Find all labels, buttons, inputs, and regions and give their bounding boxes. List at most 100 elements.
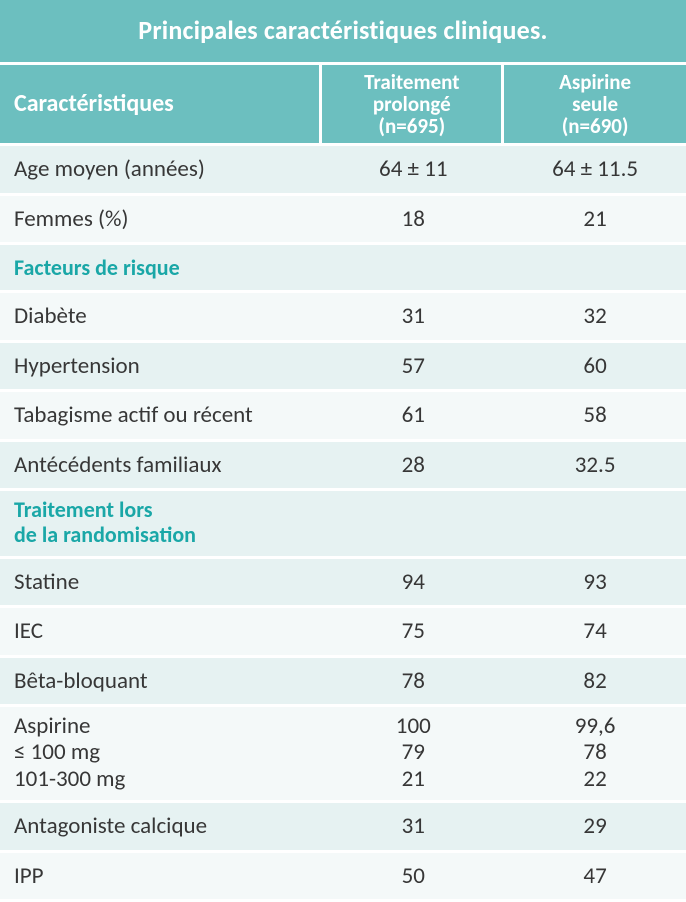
row-label: IPP xyxy=(0,853,322,899)
table-row: Antagoniste calcique 31 29 xyxy=(0,803,686,849)
row-value-col1: 94 xyxy=(322,559,504,605)
header-col1-line3: (n=695) xyxy=(330,115,493,137)
row-label-line: Femmes (%) xyxy=(14,206,308,232)
row-value-col2-line: 47 xyxy=(518,863,672,889)
row-value-col2-line: 93 xyxy=(518,569,672,595)
row-label-line: 101-300 mg xyxy=(14,766,308,792)
table-row: Facteurs de risque xyxy=(0,245,686,290)
row-value-col1: 78 xyxy=(322,658,504,704)
row-label-line: ≤ 100 mg xyxy=(14,739,308,765)
row-value-col1-line: 75 xyxy=(336,618,490,644)
table-row: Age moyen (années) 64 ± 11 64 ± 11.5 xyxy=(0,146,686,192)
clinical-characteristics-table: Caractéristiques Traitement prolongé (n=… xyxy=(0,62,686,902)
row-label: Statine xyxy=(0,559,322,605)
row-value-col2: 93 xyxy=(504,559,686,605)
table-row: Femmes (%) 18 21 xyxy=(0,196,686,242)
section-heading-line: de la randomisation xyxy=(14,522,672,547)
row-value-col1-line: 31 xyxy=(336,303,490,329)
row-value-col1-line: 61 xyxy=(336,402,490,428)
row-value-col1-line: 31 xyxy=(336,813,490,839)
row-label: Hypertension xyxy=(0,343,322,389)
header-col2-line1: Aspirine xyxy=(512,71,678,93)
row-value-col1: 18 xyxy=(322,196,504,242)
row-value-col1-line: 18 xyxy=(336,206,490,232)
table-row: Aspirine≤ 100 mg101-300 mg100792199,6782… xyxy=(0,707,686,800)
row-label-line: IEC xyxy=(14,618,308,644)
row-value-col1-line: 100 xyxy=(336,713,490,739)
table-container: Principales caractéristiques cliniques. … xyxy=(0,0,686,902)
row-value-col1: 28 xyxy=(322,442,504,488)
header-col1-line2: prolongé xyxy=(330,93,493,115)
section-heading: Facteurs de risque xyxy=(0,245,686,290)
row-value-col2: 29 xyxy=(504,803,686,849)
table-row: Bêta-bloquant 78 82 xyxy=(0,658,686,704)
row-value-col1: 75 xyxy=(322,608,504,654)
table-row: Diabète 31 32 xyxy=(0,293,686,339)
row-value-col1: 64 ± 11 xyxy=(322,146,504,192)
header-col1-line1: Traitement xyxy=(330,71,493,93)
row-value-col2-line: 64 ± 11.5 xyxy=(518,156,672,182)
row-label: Bêta-bloquant xyxy=(0,658,322,704)
row-label: Age moyen (années) xyxy=(0,146,322,192)
section-heading-line: Facteurs de risque xyxy=(14,255,672,280)
row-value-col2-line: 58 xyxy=(518,402,672,428)
row-value-col2: 60 xyxy=(504,343,686,389)
row-value-col2: 82 xyxy=(504,658,686,704)
row-value-col2-line: 82 xyxy=(518,668,672,694)
table-row: Traitement lorsde la randomisation xyxy=(0,491,686,556)
row-value-col2-line: 78 xyxy=(518,739,672,765)
row-value-col2: 58 xyxy=(504,392,686,438)
section-heading-line: Traitement lors xyxy=(14,497,672,522)
table-row: IPP 50 47 xyxy=(0,853,686,899)
row-label-line: Tabagisme actif ou récent xyxy=(14,402,308,428)
row-value-col2: 21 xyxy=(504,196,686,242)
row-value-col2-line: 32 xyxy=(518,303,672,329)
section-heading: Traitement lorsde la randomisation xyxy=(0,491,686,556)
row-label-line: Hypertension xyxy=(14,353,308,379)
row-label: Diabète xyxy=(0,293,322,339)
row-value-col2: 99,67822 xyxy=(504,707,686,800)
table-row: IEC 75 74 xyxy=(0,608,686,654)
header-col2-line2: seule xyxy=(512,93,678,115)
row-value-col1: 57 xyxy=(322,343,504,389)
table-row: Statine 94 93 xyxy=(0,559,686,605)
row-label-line: Antagoniste calcique xyxy=(14,813,308,839)
table-title: Principales caractéristiques cliniques. xyxy=(0,0,686,62)
row-value-col2-line: 74 xyxy=(518,618,672,644)
row-value-col1-line: 78 xyxy=(336,668,490,694)
header-col2: Aspirine seule (n=690) xyxy=(504,65,686,143)
row-label-line: Statine xyxy=(14,569,308,595)
row-value-col1: 1007921 xyxy=(322,707,504,800)
table-header: Caractéristiques Traitement prolongé (n=… xyxy=(0,65,686,143)
row-value-col1-line: 94 xyxy=(336,569,490,595)
row-value-col1-line: 57 xyxy=(336,353,490,379)
row-value-col2-line: 99,6 xyxy=(518,713,672,739)
table-row: Hypertension 57 60 xyxy=(0,343,686,389)
row-value-col1: 61 xyxy=(322,392,504,438)
row-value-col2-line: 21 xyxy=(518,206,672,232)
row-value-col2: 47 xyxy=(504,853,686,899)
row-label: Aspirine≤ 100 mg101-300 mg xyxy=(0,707,322,800)
header-characteristics: Caractéristiques xyxy=(0,65,322,143)
row-value-col1-line: 50 xyxy=(336,863,490,889)
row-label-line: Aspirine xyxy=(14,713,308,739)
table-body: Age moyen (années) 64 ± 11 64 ± 11.5 Femmes… xyxy=(0,146,686,899)
row-label: Tabagisme actif ou récent xyxy=(0,392,322,438)
table-row: Antécédents familiaux 28 32.5 xyxy=(0,442,686,488)
row-label: Antagoniste calcique xyxy=(0,803,322,849)
row-label-line: Antécédents familiaux xyxy=(14,452,308,478)
row-label-line: Bêta-bloquant xyxy=(14,668,308,694)
row-value-col2: 32.5 xyxy=(504,442,686,488)
row-value-col1: 50 xyxy=(322,853,504,899)
row-value-col2: 74 xyxy=(504,608,686,654)
row-value-col1-line: 64 ± 11 xyxy=(336,156,490,182)
row-value-col2-line: 22 xyxy=(518,766,672,792)
row-value-col1-line: 28 xyxy=(336,452,490,478)
header-col1: Traitement prolongé (n=695) xyxy=(322,65,504,143)
row-value-col2: 32 xyxy=(504,293,686,339)
row-label-line: Diabète xyxy=(14,303,308,329)
row-value-col1-line: 21 xyxy=(336,766,490,792)
row-value-col1-line: 79 xyxy=(336,739,490,765)
row-label-line: IPP xyxy=(14,863,308,889)
row-label: Antécédents familiaux xyxy=(0,442,322,488)
